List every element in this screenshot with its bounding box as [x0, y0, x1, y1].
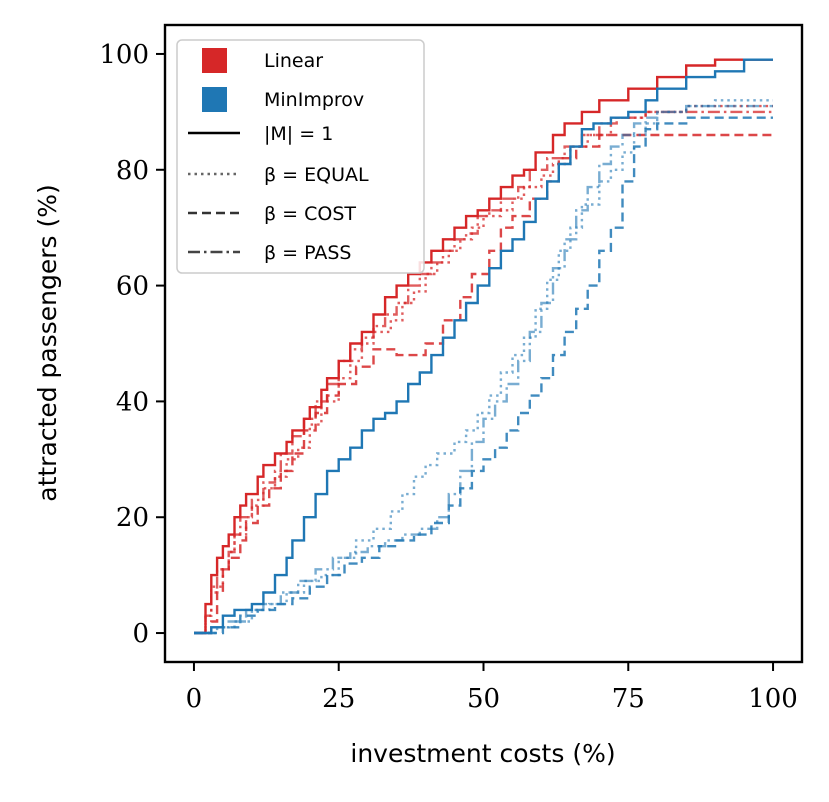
series-line-4 — [194, 58, 773, 635]
legend-label-equal: β = EQUAL — [264, 164, 369, 186]
series-line-6 — [194, 116, 773, 635]
x-tick-label: 100 — [748, 684, 798, 714]
y-tick-label: 100 — [99, 40, 149, 70]
series-line-3 — [194, 110, 773, 635]
y-tick-label: 20 — [116, 503, 149, 533]
series-line-1 — [194, 104, 773, 635]
x-tick-label: 25 — [322, 684, 355, 714]
x-tick-label: 50 — [467, 684, 500, 714]
series-line-2 — [194, 133, 773, 635]
series-layer — [194, 58, 773, 635]
legend-label-linear: Linear — [264, 50, 323, 72]
series-line-5 — [194, 99, 773, 635]
legend-swatch-minimprov — [202, 87, 227, 112]
y-tick-label: 0 — [132, 619, 149, 649]
y-tick-label: 60 — [116, 272, 149, 302]
x-tick-label: 75 — [612, 684, 645, 714]
legend-label-m1: |M| = 1 — [264, 123, 333, 145]
legend: Linear MinImprov |M| = 1 β = EQUAL β = C… — [176, 39, 425, 274]
legend-label-minimprov: MinImprov — [264, 89, 364, 111]
y-axis-label: attracted passengers (%) — [33, 184, 62, 502]
x-axis-label: investment costs (%) — [350, 739, 615, 768]
y-tick-label: 80 — [116, 156, 149, 186]
legend-label-cost: β = COST — [264, 203, 356, 225]
ticks-layer: 0 25 50 75 100 0 20 40 60 80 100 — [99, 40, 798, 714]
y-tick-label: 40 — [116, 387, 149, 417]
series-line-0 — [194, 58, 773, 635]
x-tick-label: 0 — [186, 684, 203, 714]
series-line-7 — [194, 104, 773, 635]
legend-box — [176, 39, 425, 274]
legend-swatch-linear — [202, 48, 227, 73]
legend-label-pass: β = PASS — [264, 242, 352, 264]
